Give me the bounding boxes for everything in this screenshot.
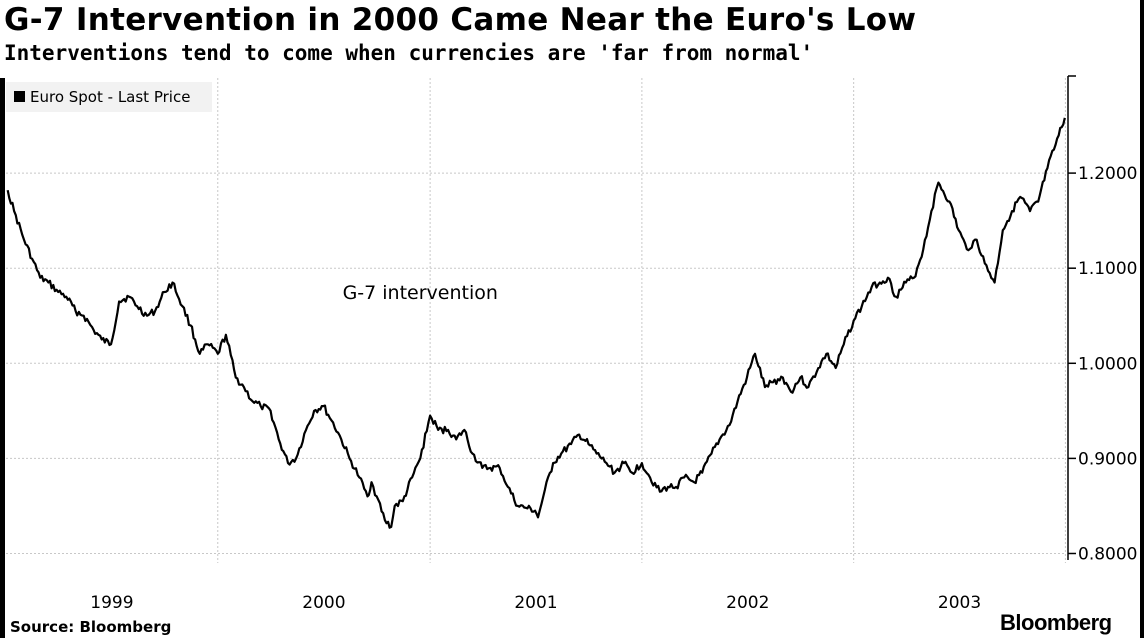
y-tick-label: 0.9000 <box>1078 449 1137 469</box>
legend: Euro Spot - Last Price <box>6 82 212 112</box>
gridlines <box>6 78 1066 563</box>
right-frame-bar <box>1140 0 1144 638</box>
y-tick-label: 1.0000 <box>1078 354 1137 374</box>
chart-title: G-7 Intervention in 2000 Came Near the E… <box>4 2 917 38</box>
y-tick-label: 1.1000 <box>1078 259 1137 279</box>
legend-background <box>6 82 212 112</box>
x-axis: 1999 2000 2001 2002 2003 <box>90 593 981 613</box>
y-tick-label: 1.2000 <box>1078 164 1137 184</box>
x-tick-label: 2000 <box>302 593 345 613</box>
x-tick-label: 2001 <box>514 593 557 613</box>
series-layer <box>6 117 1066 529</box>
y-axis: 0.8000 0.9000 1.0000 1.1000 1.2000 <box>1067 75 1137 564</box>
source-note: Source: Bloomberg <box>10 618 172 636</box>
x-tick-label: 2003 <box>938 593 981 613</box>
annotation-layer: G-7 intervention <box>343 282 498 304</box>
legend-swatch <box>14 91 25 102</box>
chart-subtitle: Interventions tend to come when currenci… <box>4 41 814 65</box>
bloomberg-logo: Bloomberg <box>1000 610 1112 635</box>
x-tick-label: 2002 <box>726 593 769 613</box>
left-frame-bar <box>0 78 5 638</box>
x-tick-label: 1999 <box>90 593 133 613</box>
annotation-label: G-7 intervention <box>343 282 498 304</box>
legend-entry: Euro Spot - Last Price <box>30 88 190 106</box>
series-line-euro-spot <box>6 117 1066 529</box>
y-tick-label: 0.8000 <box>1078 544 1137 564</box>
